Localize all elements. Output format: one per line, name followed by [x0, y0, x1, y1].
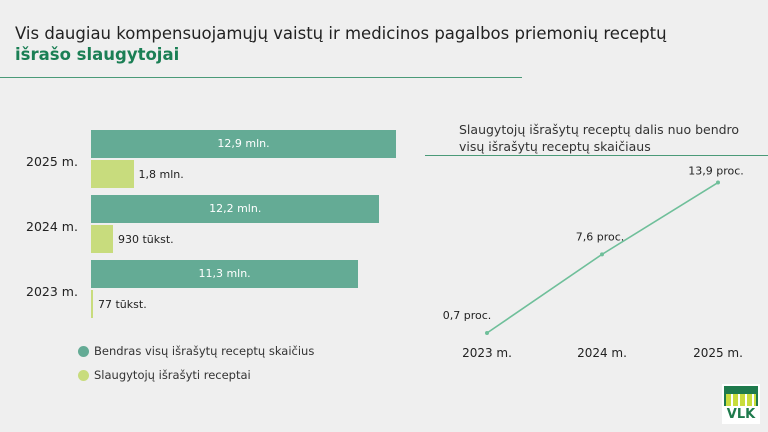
legend-swatch-nurses: [78, 370, 89, 381]
bar-total: 12,9 mln.: [91, 130, 396, 158]
legend-swatch-total: [78, 346, 89, 357]
x-tick-label: 2025 m.: [693, 346, 743, 360]
category-label: 2025 m.: [26, 154, 78, 169]
data-point: [485, 331, 489, 336]
divider: [0, 77, 522, 78]
series-line: [486, 181, 719, 334]
data-point: [600, 252, 604, 257]
bar-nurses: [91, 160, 134, 188]
x-tick-label: 2023 m.: [462, 346, 512, 360]
bar-total: 12,2 mln.: [91, 195, 380, 223]
bar-label: 11,3 mln.: [198, 267, 251, 280]
page-title: Vis daugiau kompensuojamųjų vaistų ir me…: [15, 24, 667, 43]
page-subtitle: išrašo slaugytojai: [15, 45, 180, 64]
line-chart-title: Slaugytojų išrašytų receptų dalis nuo be…: [459, 122, 740, 154]
legend-label-nurses: Slaugytojų išrašyti receptai: [94, 368, 251, 382]
legend-label-total: Bendras visų išrašytų receptų skaičius: [94, 344, 315, 358]
bar-label: 930 tūkst.: [117, 233, 174, 246]
data-label: 7,6 proc.: [576, 230, 625, 243]
bar-label: 1,8 mln.: [138, 168, 184, 181]
bar-label: 12,9 mln.: [217, 137, 270, 150]
data-label: 13,9 proc.: [688, 165, 744, 178]
bar-total: 11,3 mln.: [91, 260, 359, 288]
bar-nurses: [91, 225, 113, 253]
divider: [425, 155, 768, 156]
category-label: 2024 m.: [26, 219, 78, 234]
vlk-logo: VLK: [722, 384, 760, 424]
bar-nurses: [91, 290, 93, 318]
bar-label: 12,2 mln.: [209, 202, 262, 215]
data-point: [716, 180, 720, 185]
x-tick-label: 2024 m.: [577, 346, 627, 360]
data-label: 0,7 proc.: [443, 309, 492, 322]
bar-label: 77 tūkst.: [98, 298, 147, 311]
category-label: 2023 m.: [26, 284, 78, 299]
